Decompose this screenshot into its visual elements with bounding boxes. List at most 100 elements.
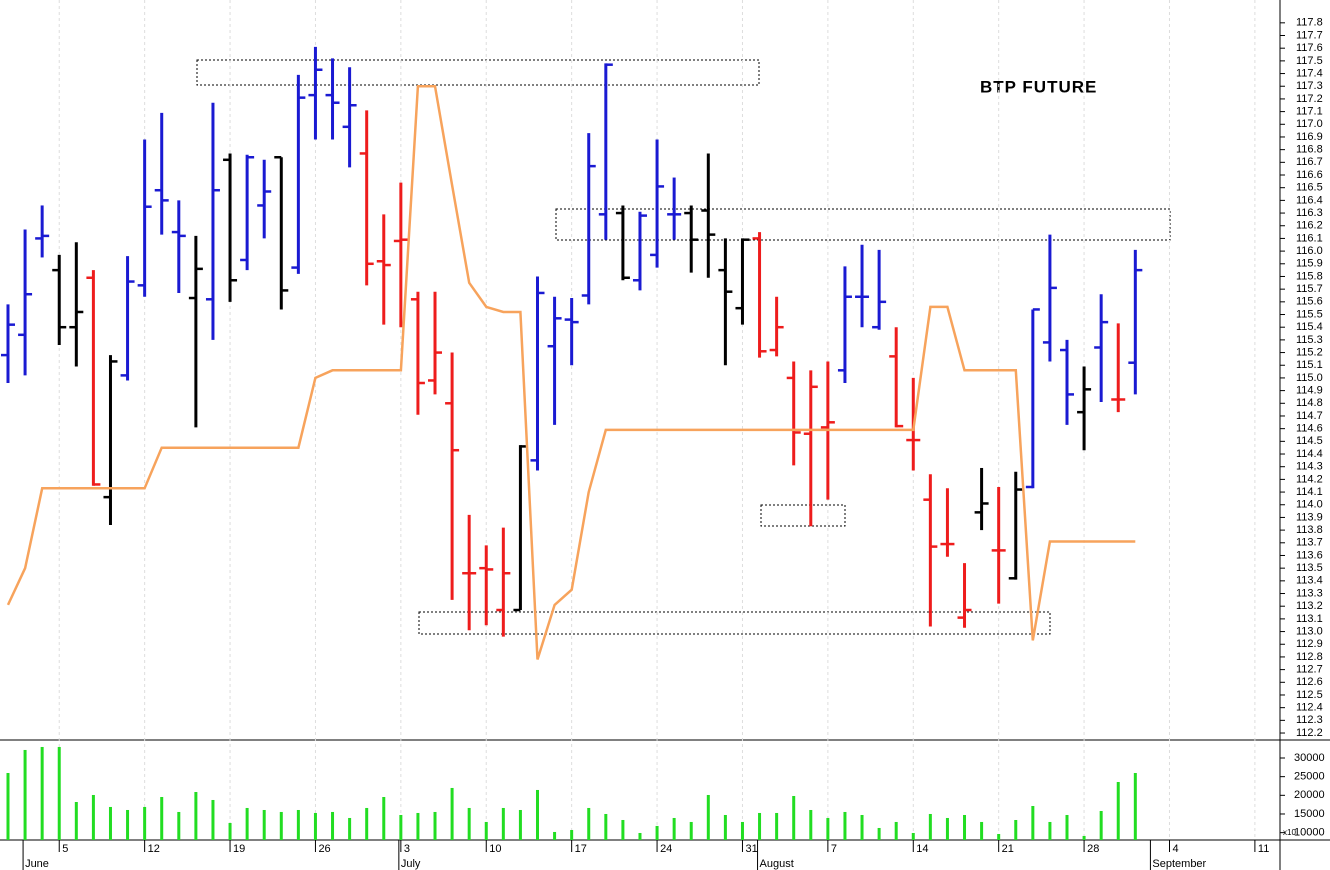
y-tick-label: 116.7: [1296, 156, 1323, 168]
y-tick-label: 116.4: [1296, 194, 1323, 206]
volume-bar: [723, 814, 727, 840]
y-tick-label: 113.7: [1296, 537, 1323, 549]
y-tick-label: 114.0: [1296, 499, 1323, 511]
volume-bar: [570, 829, 574, 840]
volume-bar: [1099, 810, 1103, 840]
y-tick-label: 115.4: [1296, 321, 1323, 333]
y-tick-label: 117.4: [1296, 67, 1323, 79]
y-tick-label: 114.9: [1296, 385, 1323, 397]
y-tick-label: 30000: [1294, 752, 1325, 764]
x-tick-label: 4: [1172, 843, 1178, 855]
volume-bar: [638, 832, 642, 840]
y-tick-label: 15000: [1294, 808, 1325, 820]
y-tick-label: 115.0: [1296, 372, 1323, 384]
x-tick-label: 28: [1087, 843, 1099, 855]
volume-bar: [775, 812, 779, 840]
volume-bar: [689, 821, 693, 840]
chart-title: BTP FUTURE: [980, 77, 1097, 96]
volume-bar: [1031, 805, 1035, 840]
volume-bar: [553, 831, 557, 840]
y-tick-label: 113.3: [1296, 587, 1323, 599]
volume-bar: [809, 809, 813, 840]
volume-bar: [706, 794, 710, 840]
month-label: September: [1152, 858, 1206, 870]
volume-bar: [160, 796, 164, 840]
y-tick-label: 116.6: [1296, 169, 1323, 181]
volume-bar: [1065, 814, 1069, 840]
volume-bar: [1014, 819, 1018, 840]
volume-bar: [1048, 821, 1052, 840]
y-tick-label: 113.6: [1296, 549, 1323, 561]
y-tick-label: 116.1: [1296, 232, 1323, 244]
y-tick-label: 112.7: [1296, 664, 1323, 676]
volume-bar: [382, 796, 386, 840]
y-tick-label: 115.6: [1296, 296, 1323, 308]
x-tick-label: 26: [318, 843, 330, 855]
volume-bar: [535, 789, 539, 840]
y-tick-label: 117.5: [1296, 55, 1323, 67]
volume-bar: [997, 833, 1001, 840]
volume-bar: [843, 811, 847, 840]
annotation-box: [418, 611, 1051, 635]
y-tick-label: 114.8: [1296, 397, 1323, 409]
volume-bar: [433, 811, 437, 840]
volume-bar: [126, 809, 130, 840]
x-tick-label: 11: [1258, 843, 1269, 855]
y-tick-label: 115.3: [1296, 334, 1323, 346]
y-tick-label: 112.8: [1296, 651, 1323, 663]
volume-bar: [740, 821, 744, 840]
y-tick-label: 116.5: [1296, 182, 1323, 194]
y-tick-label: 112.9: [1296, 638, 1323, 650]
y-tick-label: 114.7: [1296, 410, 1323, 422]
volume-bar: [826, 817, 830, 840]
volume-bar: [6, 772, 10, 840]
volume-bar: [467, 807, 471, 840]
y-tick-label: 115.5: [1296, 308, 1323, 320]
volume-bar: [1133, 772, 1137, 840]
y-tick-label: 112.4: [1296, 702, 1323, 714]
x-tick-label: 12: [148, 843, 160, 855]
volume-bar: [450, 787, 454, 840]
x-tick-label: 14: [916, 843, 928, 855]
volume-bar: [194, 791, 198, 840]
annotation-box: [760, 504, 846, 527]
y-tick-label: 113.5: [1296, 562, 1323, 574]
volume-bar: [74, 802, 78, 840]
y-tick-label: 114.1: [1296, 486, 1323, 498]
month-label: July: [401, 858, 421, 870]
annotation-box: [196, 59, 760, 86]
annotation-box: [555, 208, 1171, 241]
y-tick-label: 114.2: [1296, 473, 1323, 485]
y-tick-label: 117.0: [1296, 118, 1323, 130]
y-tick-label: 117.8: [1296, 17, 1323, 29]
volume-bar: [296, 809, 300, 840]
month-label: August: [760, 858, 794, 870]
y-tick-label: 115.8: [1296, 270, 1323, 282]
volume-bar: [758, 812, 762, 840]
volume-bar: [416, 812, 420, 840]
y-tick-label: 112.2: [1296, 727, 1323, 739]
y-tick-label: 117.2: [1296, 93, 1323, 105]
y-tick-label: 10000: [1294, 827, 1325, 839]
y-tick-label: 113.2: [1296, 600, 1323, 612]
volume-bar: [108, 806, 112, 840]
y-tick-label: 115.9: [1296, 258, 1323, 270]
y-tick-label: 117.3: [1296, 80, 1323, 92]
x-tick-label: 17: [575, 843, 587, 855]
x-tick-label: 7: [831, 843, 837, 855]
y-tick-label: 114.5: [1296, 435, 1323, 447]
y-tick-label: 114.4: [1296, 448, 1323, 460]
volume-bar: [348, 817, 352, 840]
volume-bar: [860, 814, 864, 840]
volume-bar: [399, 814, 403, 840]
volume-bar: [621, 819, 625, 840]
x-tick-label: 31: [745, 843, 757, 855]
y-tick-label: 116.0: [1296, 245, 1323, 257]
volume-bar: [91, 794, 95, 840]
volume-bar: [228, 822, 232, 840]
volume-bar: [245, 807, 249, 840]
volume-bar: [963, 814, 967, 840]
y-tick-label: 116.8: [1296, 144, 1323, 156]
volume-bar: [262, 809, 266, 840]
